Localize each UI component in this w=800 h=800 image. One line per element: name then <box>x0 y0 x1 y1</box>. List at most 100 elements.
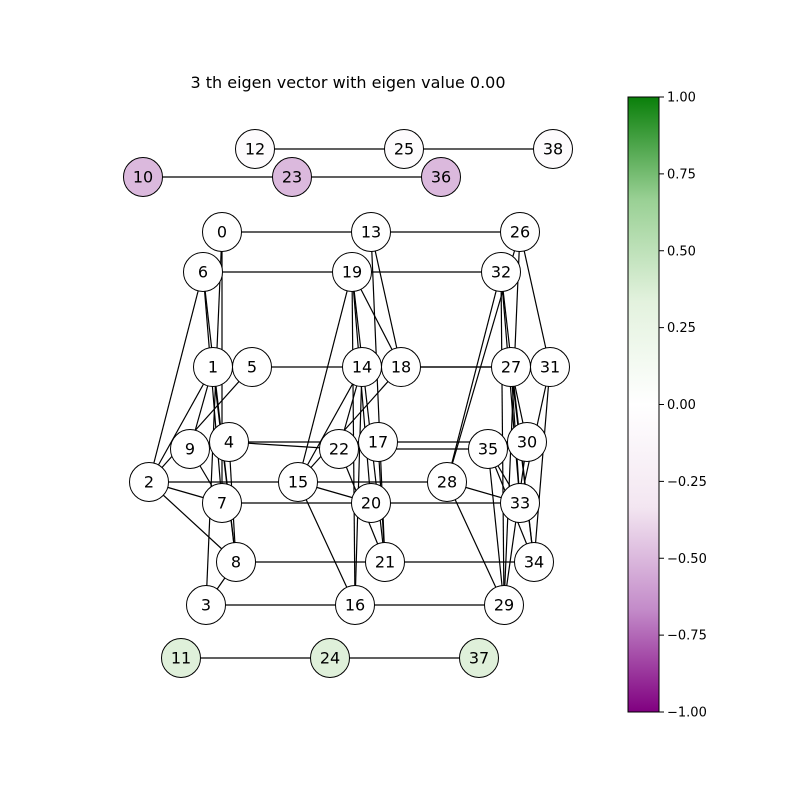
node-14: 14 <box>342 347 382 387</box>
node-circle <box>481 252 521 292</box>
edge-27-34 <box>510 366 535 563</box>
graph-nodes: 0123456789101112131415161718192021222324… <box>123 129 573 678</box>
node-35: 35 <box>468 429 508 469</box>
node-circle <box>319 429 359 469</box>
node-label: 38 <box>543 140 563 159</box>
edge-19-15 <box>297 271 353 483</box>
node-label: 12 <box>245 140 265 159</box>
edge-26-29 <box>503 231 521 606</box>
node-circle <box>427 462 467 502</box>
node-circle <box>500 212 540 252</box>
node-circle <box>507 422 547 462</box>
edge-13-18 <box>370 231 402 368</box>
edge-32-33 <box>500 271 521 504</box>
node-label: 10 <box>133 168 153 187</box>
edge-35-29 <box>487 448 505 606</box>
node-label: 4 <box>224 433 234 452</box>
edge-1-2 <box>148 366 214 483</box>
node-label: 14 <box>352 358 372 377</box>
edge-15-16 <box>297 481 356 606</box>
node-12: 12 <box>235 129 275 169</box>
node-circle <box>209 422 249 462</box>
node-label: 0 <box>217 223 227 242</box>
edge-14-15 <box>297 366 363 483</box>
node-27: 27 <box>491 347 531 387</box>
node-8: 8 <box>216 542 256 582</box>
node-6: 6 <box>183 252 223 292</box>
node-30: 30 <box>507 422 547 462</box>
node-circle <box>365 542 405 582</box>
node-29: 29 <box>484 585 524 625</box>
node-9: 9 <box>170 429 210 469</box>
node-19: 19 <box>332 252 372 292</box>
node-label: 23 <box>282 168 302 187</box>
colorbar-ticks: 1.00 0.75 0.50 0.25 0.00 −0.25 −0.50 −0.75 −1.00 <box>659 91 707 721</box>
node-17: 17 <box>358 422 398 462</box>
node-label: 21 <box>375 553 395 572</box>
node-circle <box>202 212 242 252</box>
node-23: 23 <box>272 157 312 197</box>
node-label: 20 <box>361 494 381 513</box>
node-10: 10 <box>123 157 163 197</box>
node-label: 29 <box>494 596 514 615</box>
node-circle <box>533 129 573 169</box>
node-25: 25 <box>384 129 424 169</box>
node-circle <box>202 483 242 523</box>
node-32: 32 <box>481 252 521 292</box>
colorbar-tick-label: −0.50 <box>667 552 707 567</box>
colorbar-tick-label: 1.00 <box>667 91 696 106</box>
edge-28-29 <box>446 481 505 606</box>
node-circle <box>500 483 540 523</box>
node-circle <box>183 252 223 292</box>
edge-31-34 <box>533 366 551 563</box>
node-label: 25 <box>394 140 414 159</box>
node-5: 5 <box>232 347 272 387</box>
colorbar-tick-label: 0.50 <box>667 244 696 259</box>
node-circle <box>530 347 570 387</box>
node-33: 33 <box>500 483 540 523</box>
node-label: 18 <box>391 358 411 377</box>
node-circle <box>484 585 524 625</box>
edge-32-28 <box>446 271 502 483</box>
node-0: 0 <box>202 212 242 252</box>
node-label: 36 <box>431 168 451 187</box>
node-label: 24 <box>320 649 340 668</box>
node-21: 21 <box>365 542 405 582</box>
node-circle <box>335 585 375 625</box>
colorbar-tick-label: 0.00 <box>667 398 696 413</box>
node-label: 33 <box>510 494 530 513</box>
node-circle <box>421 157 461 197</box>
node-label: 7 <box>217 494 227 513</box>
node-label: 27 <box>501 358 521 377</box>
node-13: 13 <box>351 212 391 252</box>
node-label: 26 <box>510 223 530 242</box>
node-20: 20 <box>351 483 391 523</box>
node-circle <box>123 157 163 197</box>
colorbar-tick-label: −1.00 <box>667 706 707 721</box>
node-26: 26 <box>500 212 540 252</box>
edge-26-31 <box>519 231 551 368</box>
node-label: 16 <box>345 596 365 615</box>
node-label: 32 <box>491 263 511 282</box>
node-18: 18 <box>381 347 421 387</box>
node-circle <box>468 429 508 469</box>
node-15: 15 <box>278 462 318 502</box>
node-16: 16 <box>335 585 375 625</box>
chart-title: 3 th eigen vector with eigen value 0.00 <box>190 73 505 92</box>
edge-0-3 <box>205 231 223 606</box>
node-circle <box>514 542 554 582</box>
node-label: 5 <box>247 358 257 377</box>
node-circle <box>186 585 226 625</box>
node-label: 3 <box>201 596 211 615</box>
colorbar: 1.00 0.75 0.50 0.25 0.00 −0.25 −0.50 −0.75 −1.00 <box>627 91 707 721</box>
node-label: 22 <box>329 440 349 459</box>
node-38: 38 <box>533 129 573 169</box>
node-label: 31 <box>540 358 560 377</box>
node-4: 4 <box>209 422 249 462</box>
node-1: 1 <box>193 347 233 387</box>
node-circle <box>272 157 312 197</box>
colorbar-tick-label: −0.75 <box>667 629 707 644</box>
node-circle <box>351 212 391 252</box>
colorbar-tick-label: −0.25 <box>667 475 707 490</box>
node-circle <box>384 129 424 169</box>
